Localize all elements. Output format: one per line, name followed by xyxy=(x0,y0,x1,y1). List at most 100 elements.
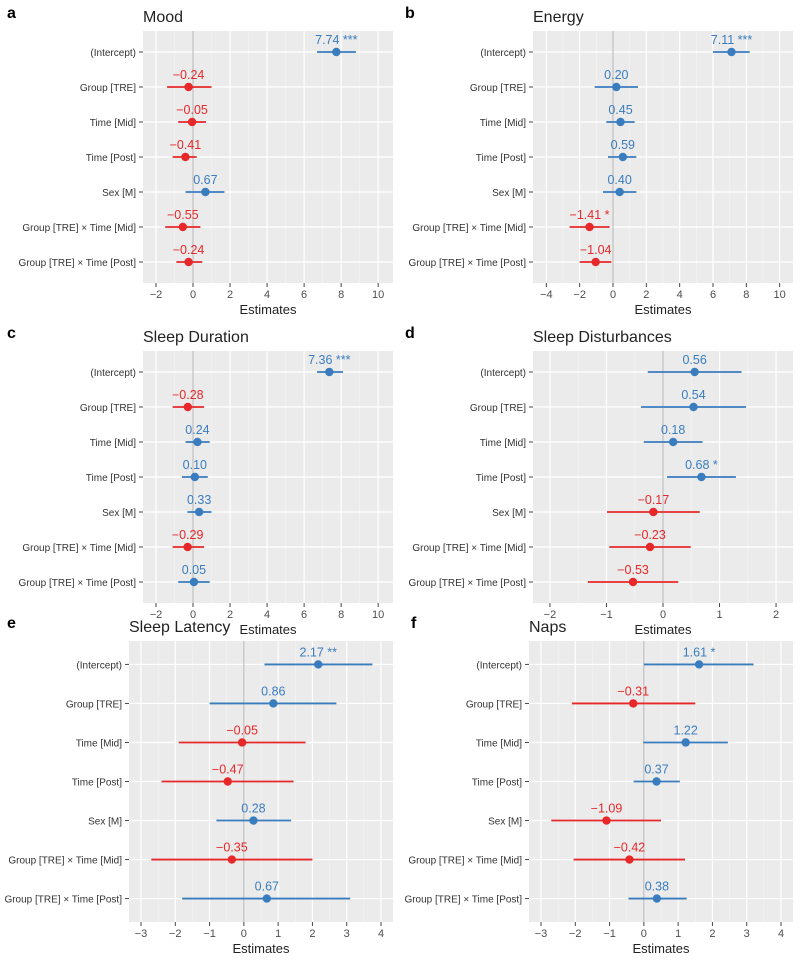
panel-title: Sleep Disturbances xyxy=(533,329,672,346)
x-tick-label: 10 xyxy=(372,609,384,621)
estimate-point xyxy=(681,738,690,747)
panel-letter: b xyxy=(405,5,415,22)
x-tick-label: 2 xyxy=(709,928,715,940)
estimate-label: 0.86 xyxy=(261,684,285,698)
estimate-point xyxy=(314,660,323,669)
estimate-label: −0.35 xyxy=(216,841,248,855)
estimate-point xyxy=(652,894,662,903)
x-tick-label: −2 xyxy=(169,928,182,940)
term-label: Time [Post] xyxy=(476,473,526,484)
x-tick-label: 4 xyxy=(264,289,270,301)
estimate-point xyxy=(223,777,232,786)
estimate-label: 0.45 xyxy=(608,103,632,117)
estimate-label: 0.33 xyxy=(187,493,211,507)
term-label: Sex [M] xyxy=(102,188,136,199)
term-label: Group [TRE] xyxy=(466,699,522,710)
panel-title: Sleep Latency xyxy=(129,619,230,636)
term-label: Group [TRE] × Time [Post] xyxy=(18,578,136,589)
panel-c: c Sleep Duration −2 0 2 4 6 8 10 (Intercept) Group… xyxy=(7,325,393,637)
x-axis-title: Estimates xyxy=(239,302,297,317)
estimate-label: 7.36 *** xyxy=(308,353,351,367)
x-axis-title: Estimates xyxy=(232,941,290,956)
term-label: Time [Post] xyxy=(72,778,122,789)
estimate-point xyxy=(616,117,625,127)
estimate-label: 0.20 xyxy=(604,68,628,82)
estimate-point xyxy=(269,699,278,708)
estimate-label: −0.55 xyxy=(167,208,199,222)
x-tick-label: −2 xyxy=(573,289,586,301)
estimate-label: −0.41 xyxy=(170,138,202,152)
estimate-label: 0.18 xyxy=(661,423,685,437)
estimate-point xyxy=(190,472,200,482)
estimate-point xyxy=(591,257,600,267)
term-label: Time [Mid] xyxy=(90,438,137,449)
estimate-point xyxy=(612,82,621,92)
x-tick-label: 10 xyxy=(372,289,384,301)
panel-title: Sleep Duration xyxy=(143,329,249,346)
x-tick-label: 0 xyxy=(610,289,616,301)
estimate-label: −0.24 xyxy=(173,68,205,82)
x-tick-label: 6 xyxy=(301,609,307,621)
term-label: Group [TRE] × Time [Post] xyxy=(404,895,522,906)
x-tick-label: −1 xyxy=(603,928,616,940)
term-label: Sex [M] xyxy=(492,188,526,199)
estimate-label: 0.38 xyxy=(645,880,669,894)
estimate-point xyxy=(194,507,204,517)
term-label: (Intercept) xyxy=(90,48,136,59)
estimate-label: 2.17 ** xyxy=(299,645,337,659)
estimate-label: 0.37 xyxy=(644,763,668,777)
estimate-point xyxy=(694,660,704,669)
estimate-point xyxy=(187,117,197,127)
term-label: Group [TRE] × Time [Post] xyxy=(18,258,136,269)
estimate-point xyxy=(332,47,341,57)
estimate-point xyxy=(689,402,698,412)
estimate-label: 0.67 xyxy=(193,173,217,187)
estimate-label: −0.31 xyxy=(617,684,649,698)
estimate-point xyxy=(645,542,655,552)
term-label: Group [TRE] × Time [Post] xyxy=(408,578,526,589)
x-axis-title: Estimates xyxy=(239,622,297,637)
term-label: Time [Post] xyxy=(472,778,522,789)
term-label: Group [TRE] xyxy=(80,83,136,94)
estimate-label: −0.24 xyxy=(173,243,205,257)
estimate-label: −0.47 xyxy=(212,763,244,777)
term-label: Time [Mid] xyxy=(480,118,527,129)
estimate-point xyxy=(183,542,192,552)
panel-a: a Mood −2 0 2 4 6 8 10 (Intercept) Group [TRE] Time… xyxy=(7,5,393,317)
term-label: Group [TRE] × Time [Mid] xyxy=(22,223,136,234)
term-label: (Intercept) xyxy=(476,660,522,671)
estimate-label: 1.22 xyxy=(674,723,698,737)
estimate-label: −0.53 xyxy=(617,563,649,577)
term-label: Time [Mid] xyxy=(480,438,527,449)
x-tick-label: −3 xyxy=(535,928,548,940)
panel-letter: c xyxy=(7,325,16,342)
term-label: Time [Mid] xyxy=(76,738,123,749)
estimate-label: −0.17 xyxy=(638,493,670,507)
panel-letter: a xyxy=(7,5,16,22)
x-tick-label: 8 xyxy=(338,289,344,301)
term-label: (Intercept) xyxy=(90,368,136,379)
panel-e: e Sleep Latency −3 −2 −1 0 1 2 3 4 (Intercept) Grou… xyxy=(4,615,393,956)
estimate-label: −1.04 xyxy=(580,243,612,257)
estimate-label: 0.67 xyxy=(255,880,279,894)
x-tick-label: 4 xyxy=(778,928,784,940)
panel-letter: e xyxy=(7,615,16,632)
estimate-label: −1.41 * xyxy=(570,208,610,222)
term-label: Time [Post] xyxy=(86,153,136,164)
x-tick-label: 0 xyxy=(190,289,196,301)
estimate-label: 0.56 xyxy=(682,353,706,367)
estimate-label: 0.24 xyxy=(185,423,209,437)
term-label: Time [Post] xyxy=(476,153,526,164)
estimate-point xyxy=(262,894,272,903)
x-tick-label: 8 xyxy=(743,289,749,301)
x-tick-label: 2 xyxy=(643,289,649,301)
term-label: Group [TRE] xyxy=(66,699,122,710)
estimate-point xyxy=(193,437,202,447)
estimate-point xyxy=(201,187,210,197)
panel-title: Naps xyxy=(529,619,566,636)
x-tick-label: −2 xyxy=(569,928,582,940)
x-tick-label: 3 xyxy=(344,928,350,940)
term-label: Time [Mid] xyxy=(476,738,523,749)
estimate-label: 0.10 xyxy=(183,458,207,472)
